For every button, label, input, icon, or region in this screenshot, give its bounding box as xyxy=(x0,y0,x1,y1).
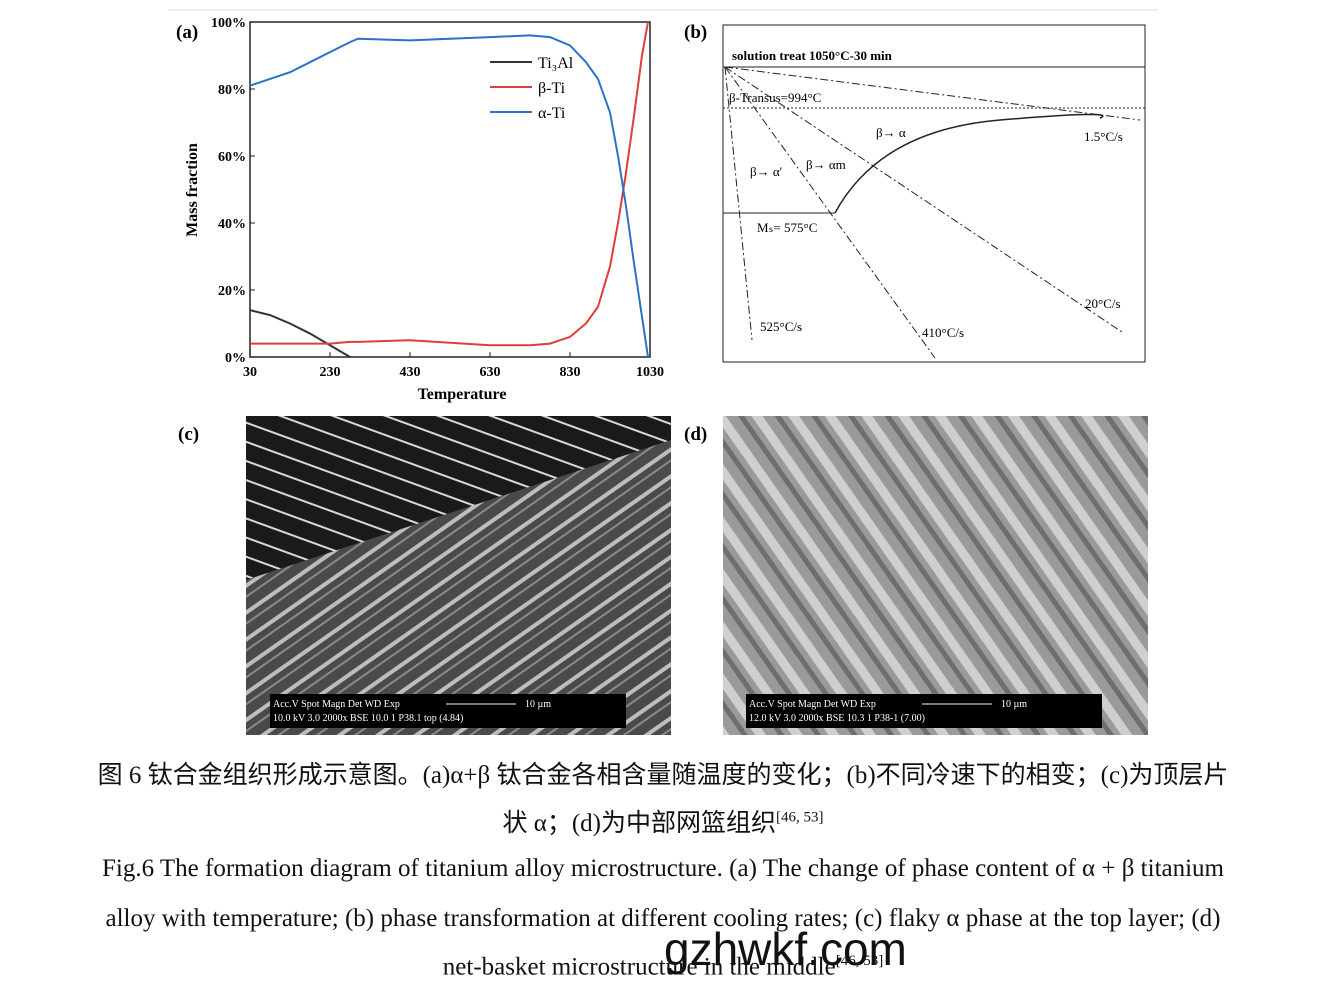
caption-en-line: Fig.6 The formation diagram of titanium … xyxy=(101,855,1225,882)
diagram-label: β→ α' xyxy=(750,164,782,179)
diagram-label: 410°C/s xyxy=(922,325,964,340)
caption-en-line: net-basket microstructure in the middle[… xyxy=(0,953,1326,981)
info-text: Acc.V Spot Magn Det WD Exp xyxy=(749,699,876,710)
y-tick-label: 40% xyxy=(218,217,246,232)
cooling-line xyxy=(724,66,936,359)
x-axis-label: Temperature xyxy=(418,386,507,403)
cooling-line xyxy=(724,66,753,341)
series-line xyxy=(249,34,649,358)
y-tick-label: 100% xyxy=(211,16,246,31)
watermark: gzhwkf.com xyxy=(664,923,907,975)
diagram-label: solution treat 1050°C-30 min xyxy=(732,48,893,63)
caption-en-line: alloy with temperature; (b) phase transf… xyxy=(105,905,1221,932)
diagram-label: β→ α xyxy=(876,125,906,140)
panel-label: (d) xyxy=(684,424,707,445)
x-tick-label: 230 xyxy=(320,365,341,380)
x-tick-label: 430 xyxy=(400,365,421,380)
panel-label: (a) xyxy=(176,22,198,43)
legend-label: Ti₃Al xyxy=(538,55,574,72)
micrograph xyxy=(723,416,1148,735)
y-tick-label: 60% xyxy=(218,150,246,165)
figure: (a) 30 230 430 630 830 1030 0% 20% 40% 60% 80% 100%… xyxy=(168,9,1158,735)
y-tick-label: 0% xyxy=(225,351,246,366)
info-text: Acc.V Spot Magn Det WD Exp xyxy=(273,699,400,710)
y-axis-label: Mass fraction xyxy=(184,143,201,237)
info-text: 12.0 kV 3.0 2000x BSE 10.3 1 P38-1 (7.00… xyxy=(749,713,925,724)
panel-label: (c) xyxy=(178,424,199,445)
diagram-label: 1.5°C/s xyxy=(1084,129,1123,144)
series-line xyxy=(250,21,649,347)
diagram-label: Mₛ= 575°C xyxy=(757,220,817,235)
x-tick-label: 630 xyxy=(480,365,501,380)
caption-ref: [46, 53] xyxy=(835,953,884,969)
diagram-label: β-Transus=994°C xyxy=(729,90,821,105)
legend-label: α-Ti xyxy=(538,105,566,122)
diagram-label: β→ αm xyxy=(806,157,846,172)
diagram-label: 20°C/s xyxy=(1085,296,1121,311)
x-tick-label: 30 xyxy=(243,365,257,380)
scale-text: 10 µm xyxy=(1001,699,1027,710)
y-tick-label: 80% xyxy=(218,83,246,98)
chart: 30 230 430 630 830 1030 0% 20% 40% 60% 80% 100% Ti₃A… xyxy=(211,16,664,380)
diagram-frame xyxy=(722,24,1146,363)
plot-frame xyxy=(249,21,651,358)
caption-cn-line: 图 6 钛合金组织形成示意图。(a)α+β 钛合金各相含量随温度的变化；(b)不… xyxy=(97,762,1229,789)
info-bar xyxy=(746,694,1102,728)
caption-text: net-basket microstructure in the middle xyxy=(442,953,836,981)
cooling-line xyxy=(724,66,1141,121)
y-tick-label: 20% xyxy=(218,284,246,299)
series-line xyxy=(249,309,351,358)
micrograph-region xyxy=(246,416,671,580)
diagram xyxy=(722,24,1146,363)
caption-cn-line: 状 α；(d)为中部网篮组织[46, 53] xyxy=(0,803,1326,839)
x-tick-label: 1030 xyxy=(636,365,664,380)
cooling-line xyxy=(724,66,1123,333)
panel-label: (b) xyxy=(684,22,707,43)
x-tick-label: 830 xyxy=(560,365,581,380)
caption-text: 状 α；(d)为中部网篮组织 xyxy=(502,810,777,837)
info-bar xyxy=(270,694,626,728)
info-text: 10.0 kV 3.0 2000x BSE 10.0 1 P38.1 top (… xyxy=(273,713,463,724)
scale-text: 10 µm xyxy=(525,699,551,710)
legend-label: β-Ti xyxy=(538,80,566,97)
caption-ref: [46, 53] xyxy=(776,809,824,826)
diagram-label: 525°C/s xyxy=(760,319,802,334)
